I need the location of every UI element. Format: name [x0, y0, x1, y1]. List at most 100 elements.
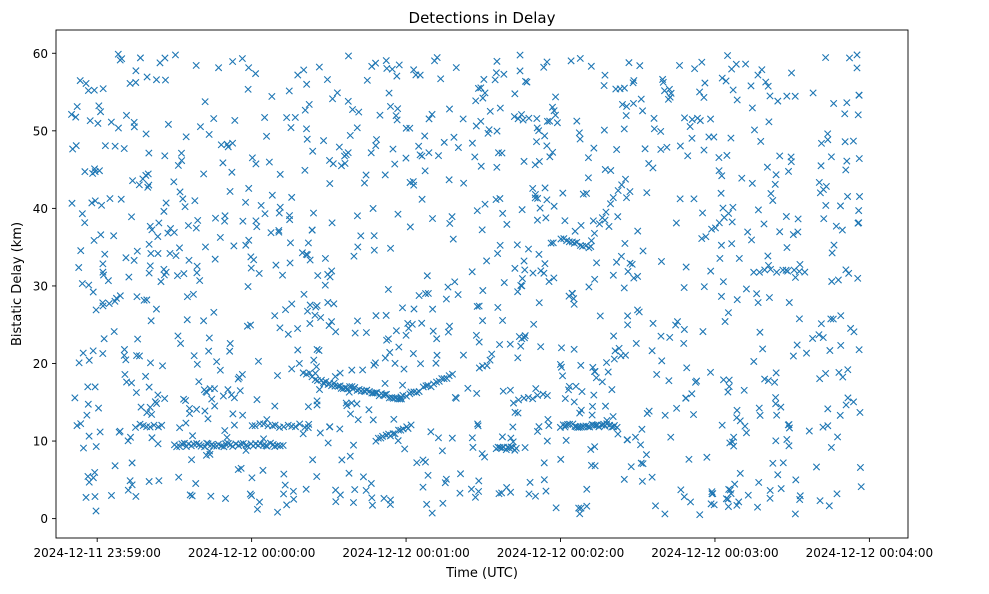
- data-point: [79, 349, 87, 357]
- data-point: [145, 383, 153, 391]
- data-point: [698, 234, 706, 243]
- data-point: [253, 396, 261, 404]
- data-point: [742, 429, 751, 437]
- data-point: [766, 92, 774, 100]
- data-point: [686, 122, 694, 131]
- data-point: [718, 74, 726, 82]
- data-point: [143, 409, 151, 417]
- data-point: [735, 498, 743, 506]
- data-point: [398, 304, 407, 312]
- data-point: [531, 194, 539, 202]
- data-point: [181, 396, 190, 405]
- data-point: [583, 502, 591, 510]
- data-point: [367, 149, 375, 157]
- data-point: [421, 132, 429, 140]
- data-point: [841, 110, 849, 118]
- data-point: [143, 73, 151, 81]
- data-point: [570, 300, 578, 308]
- data-point: [805, 427, 813, 435]
- data-point: [722, 77, 730, 85]
- data-point: [214, 64, 223, 72]
- data-point: [500, 70, 508, 78]
- data-point: [791, 510, 799, 518]
- data-point: [172, 251, 180, 260]
- data-point: [306, 369, 314, 377]
- data-point: [474, 487, 483, 496]
- data-point: [252, 217, 260, 225]
- data-point: [595, 220, 604, 228]
- data-point: [718, 172, 726, 180]
- data-point: [707, 267, 715, 275]
- data-point: [507, 488, 515, 496]
- data-point: [332, 328, 340, 336]
- data-point: [348, 366, 356, 374]
- data-point: [857, 483, 865, 491]
- data-point: [99, 302, 107, 310]
- data-point: [691, 65, 699, 73]
- data-point: [73, 102, 81, 111]
- data-point: [787, 158, 795, 166]
- data-point: [706, 115, 715, 123]
- data-point: [268, 191, 276, 199]
- data-point: [783, 435, 791, 444]
- data-point: [727, 134, 735, 142]
- data-point: [428, 110, 436, 118]
- data-point: [176, 339, 185, 348]
- x-tick-label: 2024-12-11 23:59:00: [33, 546, 160, 560]
- data-point: [71, 394, 79, 402]
- data-point: [327, 318, 336, 326]
- data-point: [350, 252, 358, 260]
- data-point: [259, 435, 268, 443]
- data-point: [244, 85, 252, 93]
- data-point: [158, 421, 166, 429]
- data-point: [756, 411, 764, 419]
- data-point: [824, 130, 832, 138]
- data-point: [306, 256, 314, 264]
- data-point: [174, 332, 182, 340]
- data-point: [425, 115, 433, 123]
- data-point: [205, 130, 213, 139]
- data-point: [638, 107, 647, 115]
- data-point: [145, 149, 153, 157]
- data-point: [193, 269, 201, 277]
- data-point: [629, 99, 638, 108]
- data-point: [577, 221, 585, 230]
- data-point: [77, 247, 85, 255]
- data-point: [854, 111, 862, 119]
- data-point: [787, 69, 796, 77]
- data-point: [250, 256, 258, 264]
- data-point: [181, 203, 189, 211]
- data-point: [729, 86, 737, 94]
- data-point: [711, 224, 720, 232]
- data-point: [707, 500, 715, 508]
- data-point: [362, 328, 370, 337]
- data-point: [526, 478, 534, 486]
- data-point: [438, 447, 446, 455]
- data-point: [700, 93, 708, 102]
- data-point: [577, 423, 585, 431]
- data-point: [632, 339, 640, 348]
- data-point: [425, 149, 433, 157]
- data-point: [170, 228, 178, 237]
- data-point: [407, 421, 415, 429]
- data-point: [530, 320, 538, 328]
- data-point: [533, 124, 541, 132]
- data-point: [398, 381, 407, 389]
- data-point: [362, 486, 370, 495]
- data-point: [444, 283, 452, 291]
- data-point: [309, 456, 317, 464]
- data-point: [565, 292, 573, 300]
- data-point: [589, 363, 597, 371]
- data-point: [736, 469, 744, 477]
- data-point: [245, 184, 253, 192]
- data-point: [585, 283, 593, 291]
- data-point: [513, 241, 521, 249]
- data-point: [665, 85, 674, 93]
- data-point: [762, 78, 770, 86]
- data-point: [183, 293, 191, 301]
- data-point: [203, 388, 211, 397]
- data-point: [221, 212, 229, 220]
- data-point: [708, 488, 716, 496]
- data-point: [638, 425, 646, 433]
- data-point: [290, 495, 298, 503]
